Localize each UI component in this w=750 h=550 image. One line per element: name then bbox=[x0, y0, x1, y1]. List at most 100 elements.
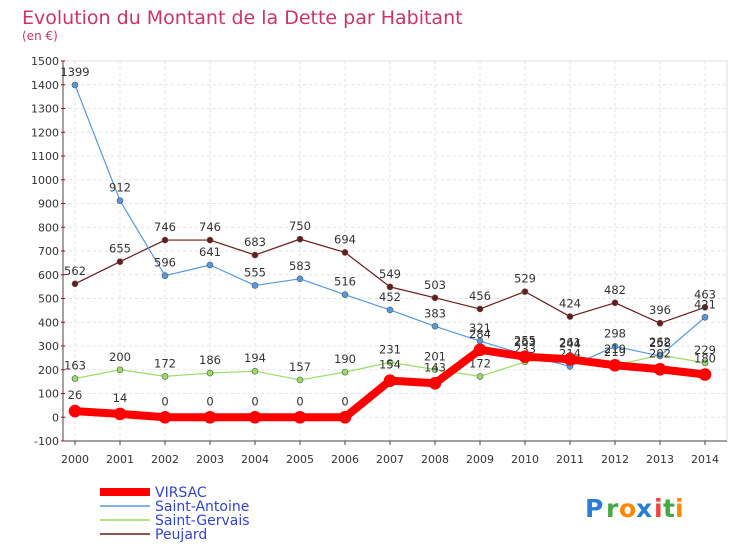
data-label: 516 bbox=[334, 275, 356, 289]
data-label: 200 bbox=[109, 350, 131, 364]
data-point bbox=[71, 375, 79, 382]
data-point bbox=[476, 305, 484, 313]
legend-item: Saint-Antoine bbox=[100, 499, 249, 515]
data-point bbox=[161, 236, 169, 244]
x-tick-label: 2008 bbox=[421, 453, 449, 466]
data-point bbox=[116, 197, 124, 204]
legend-label: VIRSAC bbox=[155, 485, 207, 501]
data-label: 529 bbox=[514, 272, 536, 286]
data-label: 157 bbox=[289, 360, 311, 374]
data-point bbox=[431, 366, 439, 373]
data-label: 262 bbox=[649, 335, 671, 349]
data-label: 231 bbox=[379, 342, 401, 356]
y-tick-label: 500 bbox=[38, 293, 59, 306]
data-point bbox=[518, 350, 532, 363]
data-point bbox=[386, 283, 394, 291]
x-tick-label: 2005 bbox=[286, 453, 314, 466]
data-point bbox=[248, 410, 262, 424]
logo-letter: x bbox=[636, 494, 652, 523]
data-point bbox=[296, 235, 304, 243]
data-label: 694 bbox=[334, 232, 356, 246]
data-label: 172 bbox=[469, 356, 491, 370]
data-label: 746 bbox=[154, 220, 176, 234]
data-point bbox=[341, 368, 349, 376]
x-tick-label: 2009 bbox=[466, 453, 494, 466]
data-point bbox=[296, 275, 304, 283]
data-label: 456 bbox=[469, 289, 491, 303]
data-point bbox=[161, 272, 169, 280]
data-label: 596 bbox=[154, 256, 176, 270]
data-point bbox=[116, 366, 124, 374]
data-label: 750 bbox=[289, 219, 311, 233]
data-point bbox=[251, 282, 259, 289]
data-label: 261 bbox=[559, 335, 581, 349]
legend-label: Peujard bbox=[155, 527, 207, 543]
data-point bbox=[296, 376, 304, 384]
y-tick-label: 300 bbox=[38, 340, 59, 353]
y-tick-label: 1100 bbox=[31, 150, 59, 163]
series-virsac: 26 14 0 0 0 0 0 154 143 284 255 244 219 202 180 bbox=[68, 327, 716, 424]
data-point bbox=[608, 358, 622, 372]
x-tick-label: 2014 bbox=[691, 453, 719, 466]
data-label: 463 bbox=[694, 287, 716, 301]
y-tick-label: 1500 bbox=[31, 55, 59, 68]
data-point bbox=[476, 373, 484, 380]
y-tick-label: 200 bbox=[38, 364, 59, 377]
data-point bbox=[116, 258, 124, 265]
data-label: 396 bbox=[649, 303, 671, 317]
x-tick-label: 2001 bbox=[106, 453, 134, 466]
data-point bbox=[206, 369, 214, 377]
data-label: 194 bbox=[244, 351, 266, 365]
chart-title: Evolution du Montant de la Dette par Hab… bbox=[22, 7, 463, 29]
data-label: 219 bbox=[604, 342, 626, 356]
data-point bbox=[293, 410, 307, 424]
data-label: 190 bbox=[334, 352, 356, 366]
data-label: 0 bbox=[341, 394, 348, 408]
data-label: 26 bbox=[68, 388, 83, 402]
data-point bbox=[158, 410, 172, 424]
legend-item: Saint-Gervais bbox=[100, 513, 250, 529]
data-label: 14 bbox=[113, 391, 128, 405]
data-point bbox=[656, 352, 664, 360]
logo-letter: P bbox=[585, 494, 603, 523]
data-point bbox=[68, 404, 82, 418]
data-label: 421 bbox=[694, 297, 716, 311]
logo-letter: o bbox=[619, 494, 636, 523]
data-label: 0 bbox=[251, 394, 258, 408]
data-label: 298 bbox=[604, 326, 626, 340]
data-label: 172 bbox=[154, 356, 176, 370]
data-point bbox=[386, 359, 394, 366]
x-tick-label: 2013 bbox=[646, 453, 674, 466]
data-label: 202 bbox=[649, 346, 671, 360]
y-tick-label: 1400 bbox=[31, 79, 59, 92]
data-point bbox=[113, 407, 127, 421]
data-point bbox=[701, 303, 709, 311]
x-tick-label: 2003 bbox=[196, 453, 224, 466]
data-label: 244 bbox=[559, 336, 581, 350]
data-point bbox=[71, 280, 79, 288]
logo-letter: r bbox=[606, 494, 619, 523]
data-point bbox=[206, 261, 214, 269]
data-label: 1399 bbox=[60, 65, 89, 79]
legend-label: Saint-Gervais bbox=[155, 513, 250, 529]
data-label: 549 bbox=[379, 267, 401, 281]
data-label: 229 bbox=[694, 343, 716, 357]
legend-item: Peujard bbox=[100, 527, 207, 543]
data-label: 201 bbox=[424, 350, 446, 364]
data-label: 452 bbox=[379, 290, 401, 304]
y-tick-label: 1200 bbox=[31, 126, 59, 139]
data-point bbox=[431, 322, 439, 330]
data-label: 655 bbox=[109, 242, 131, 256]
data-label: 0 bbox=[206, 394, 213, 408]
data-point bbox=[701, 313, 709, 321]
x-tick-label: 2002 bbox=[151, 453, 179, 466]
y-tick-label: 700 bbox=[38, 245, 59, 258]
data-point bbox=[428, 376, 442, 390]
y-tick-label: 1300 bbox=[31, 103, 59, 116]
logo-letter: t bbox=[663, 494, 675, 523]
data-point bbox=[521, 288, 529, 295]
data-point bbox=[383, 374, 397, 387]
data-label: 180 bbox=[694, 352, 716, 366]
x-tick-label: 2007 bbox=[376, 453, 404, 466]
